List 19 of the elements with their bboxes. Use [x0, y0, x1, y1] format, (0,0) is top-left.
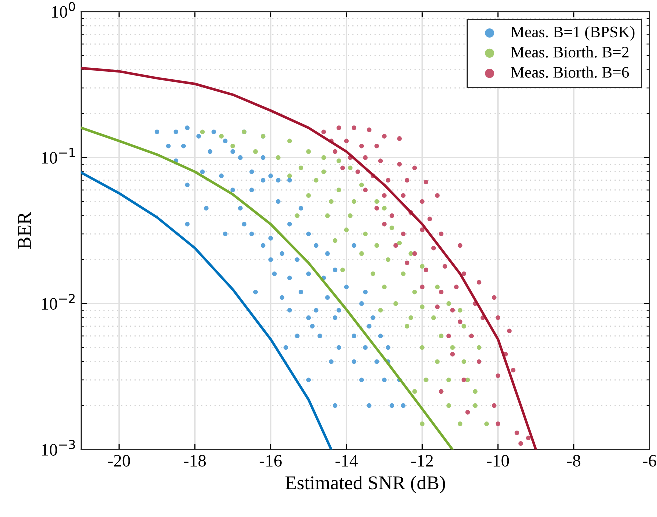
y-tick-label: 10$^{−2}$	[42, 294, 75, 310]
y-axis-title: BER	[18, 212, 32, 250]
legend-label: Meas. Biorth. B=2	[511, 46, 629, 58]
y-tick-label: 10$^{0}$	[52, 2, 76, 18]
x-tick-label: -14	[336, 455, 358, 467]
x-tick-label: -18	[184, 455, 206, 467]
x-axis-title: Estimated SNR (dB)	[286, 476, 446, 494]
legend-label: Meas. B=1 (BPSK)	[511, 26, 635, 41]
x-tick-label: -12	[412, 455, 434, 467]
x-tick-label: -16	[260, 455, 282, 467]
legend-label: Meas. Biorth. B=6	[511, 66, 630, 78]
y-tick-label: 10$^{−1}$	[42, 148, 75, 164]
x-tick-label: -6	[643, 455, 656, 467]
x-tick-label: -20	[108, 455, 130, 467]
x-tick-label: -10	[487, 455, 510, 467]
line-series	[81, 172, 333, 450]
x-tick-label: -8	[567, 455, 581, 467]
line-series	[81, 126, 454, 450]
y-tick-label: 10$^{−3}$	[42, 440, 76, 456]
